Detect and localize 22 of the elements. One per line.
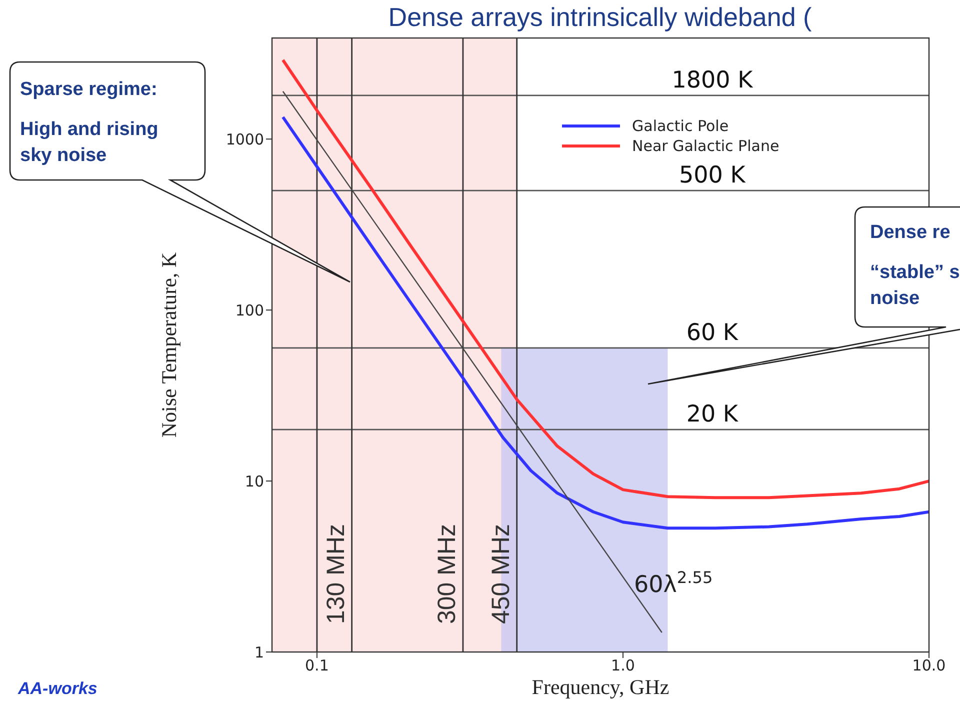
ref-line-label: 500 K (679, 162, 746, 189)
y-tick-label: 10 (244, 472, 264, 490)
annotation: 60λ$^{2.55}$ (634, 568, 713, 598)
ref-line-label: 300 MHz (432, 524, 461, 624)
legend-label: Near Galactic Plane (632, 137, 780, 155)
y-tick-label: 100 (235, 301, 264, 320)
ref-line-label: 20 K (686, 402, 739, 428)
x-tick-label: 1.0 (611, 656, 635, 675)
ref-line-label: 1800 K (672, 67, 754, 94)
x-tick-label: 0.1 (305, 656, 329, 675)
ref-line-label: 130 MHz (322, 524, 350, 624)
text: AA-works (17, 679, 98, 698)
y-axis-title: Noise Temperature, K (157, 252, 181, 438)
ref-line-label: 450 MHz (486, 524, 515, 624)
ref-line-label: 60 K (686, 320, 739, 346)
y-tick-label: 1000 (226, 130, 264, 148)
x-tick-label: 10.0 (912, 656, 946, 675)
chart-title: Dense arrays intrinsically wideband ( (388, 2, 812, 32)
x-axis-title: Frequency, GHz (532, 675, 670, 699)
annotation: Dense re “stable” s noise (870, 222, 960, 309)
legend-label: Galactic Pole (632, 117, 729, 135)
y-tick-label: 1 (254, 643, 264, 662)
